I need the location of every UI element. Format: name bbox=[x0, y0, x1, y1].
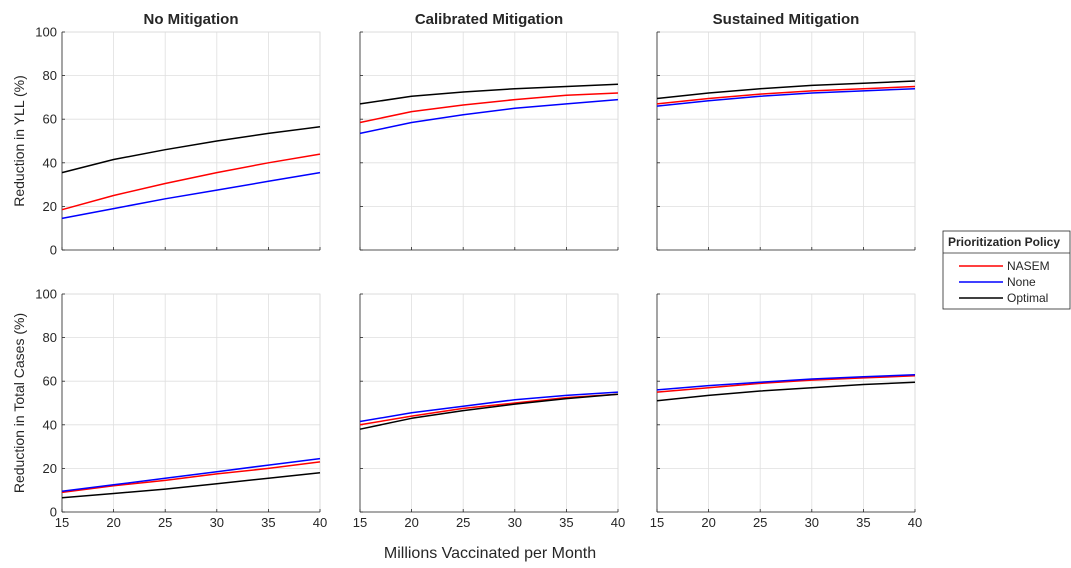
x-tick-label: 30 bbox=[508, 515, 522, 530]
y-tick-label: 80 bbox=[43, 330, 57, 345]
y-tick-label: 100 bbox=[35, 25, 57, 40]
series-line-optimal bbox=[359, 393, 619, 430]
y-tick-label: 20 bbox=[43, 199, 57, 214]
y-axis-label: Reduction in Total Cases (%) bbox=[11, 313, 27, 493]
series-line-optimal bbox=[656, 381, 916, 402]
x-tick-label: 35 bbox=[261, 515, 275, 530]
plot-area bbox=[657, 294, 915, 512]
series-line-nasem bbox=[359, 393, 619, 426]
y-tick-label: 0 bbox=[50, 243, 57, 258]
x-tick-label: 20 bbox=[404, 515, 418, 530]
series-line-none bbox=[656, 373, 916, 391]
x-tick-label: 20 bbox=[106, 515, 120, 530]
x-tick-label: 25 bbox=[456, 515, 470, 530]
x-tick-label: 40 bbox=[611, 515, 625, 530]
legend-label-nasem: NASEM bbox=[1007, 259, 1050, 273]
panel-title: Calibrated Mitigation bbox=[415, 11, 563, 28]
chart-panel-1: 0 20 40 60 80 100 No Mitigation Reduction in YL… bbox=[11, 11, 321, 258]
plot-area bbox=[62, 294, 320, 512]
plot-area bbox=[657, 32, 915, 250]
series-line-nasem bbox=[61, 461, 321, 494]
legend-box bbox=[942, 230, 1071, 310]
chart-panel-5: 15 20 25 30 35 40 bbox=[353, 293, 625, 530]
series-line-optimal bbox=[61, 126, 321, 174]
y-tick-label: 40 bbox=[43, 417, 57, 432]
y-tick-label: 0 bbox=[50, 505, 57, 520]
legend: Prioritization Policy NASEM None Optimal bbox=[942, 230, 1071, 310]
legend-label-optimal: Optimal bbox=[1007, 291, 1048, 305]
x-tick-label: 40 bbox=[908, 515, 922, 530]
x-tick-label: 25 bbox=[158, 515, 172, 530]
chart-panel-6: 15 20 25 30 35 40 bbox=[650, 293, 922, 530]
chart-panel-4: 15 20 25 30 35 40 0 20 40 60 80 100 Reduction in Tot… bbox=[11, 287, 327, 531]
chart-panel-2: Calibrated Mitigation bbox=[359, 11, 619, 251]
x-tick-label: 30 bbox=[805, 515, 819, 530]
legend-title: Prioritization Policy bbox=[948, 235, 1060, 249]
series-line-nasem bbox=[359, 92, 619, 124]
series-line-optimal bbox=[61, 472, 321, 499]
series-line-none bbox=[656, 87, 916, 107]
panel-title: Sustained Mitigation bbox=[713, 11, 860, 28]
y-axis-label: Reduction in YLL (%) bbox=[11, 75, 27, 207]
series-line-nasem bbox=[656, 375, 916, 393]
y-tick-label: 60 bbox=[43, 374, 57, 389]
series-line-optimal bbox=[656, 80, 916, 100]
x-tick-label: 30 bbox=[210, 515, 224, 530]
figure-x-axis-label: Millions Vaccinated per Month bbox=[384, 545, 596, 562]
series-line-none bbox=[61, 457, 321, 493]
y-tick-label: 60 bbox=[43, 112, 57, 127]
series-line-none bbox=[61, 171, 321, 220]
x-tick-label: 20 bbox=[701, 515, 715, 530]
series-line-none bbox=[359, 98, 619, 135]
series-line-optimal bbox=[359, 83, 619, 105]
x-tick-label: 15 bbox=[55, 515, 69, 530]
plot-area bbox=[360, 32, 618, 250]
x-tick-label: 40 bbox=[313, 515, 327, 530]
series-line-nasem bbox=[656, 85, 916, 105]
legend-label-none: None bbox=[1007, 275, 1036, 289]
chart-panel-3: Sustained Mitigation bbox=[656, 11, 916, 251]
series-line-nasem bbox=[61, 153, 321, 211]
x-tick-label: 15 bbox=[353, 515, 367, 530]
y-tick-label: 80 bbox=[43, 68, 57, 83]
panel-title: No Mitigation bbox=[144, 11, 239, 28]
x-tick-label: 25 bbox=[753, 515, 767, 530]
x-tick-label: 35 bbox=[856, 515, 870, 530]
x-tick-label: 35 bbox=[559, 515, 573, 530]
y-tick-label: 40 bbox=[43, 155, 57, 170]
x-tick-label: 15 bbox=[650, 515, 664, 530]
chart-panels: 0 20 40 60 80 100 No Mitigation Reduction in YL… bbox=[11, 11, 922, 530]
y-tick-label: 100 bbox=[35, 287, 57, 302]
y-tick-label: 20 bbox=[43, 461, 57, 476]
series-line-none bbox=[359, 391, 619, 423]
plot-area bbox=[62, 32, 320, 250]
